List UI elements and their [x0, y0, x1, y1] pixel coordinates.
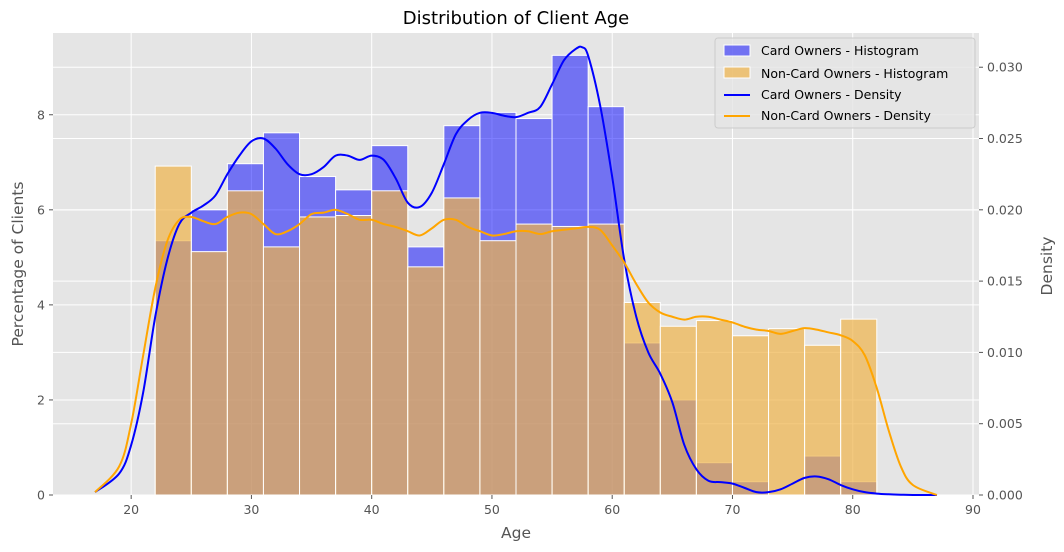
- legend-label-non-card-owners-density: Non-Card Owners - Density: [761, 108, 932, 123]
- y2-axis-ticks: 0.000 0.005 0.010 0.015 0.020 0.025 0.030: [979, 60, 1023, 503]
- legend-label-card-owners-density: Card Owners - Density: [761, 87, 902, 102]
- y-tick-label: 0: [37, 488, 45, 503]
- y2-tick-label: 0.000: [987, 488, 1023, 503]
- histogram-bars: [154, 54, 878, 496]
- y2-tick-label: 0.015: [987, 274, 1023, 289]
- x-tick-label: 50: [484, 502, 500, 517]
- histogram-bar: [335, 215, 373, 496]
- density-lines: [94, 45, 938, 497]
- legend-label-non-card-owners-histogram: Non-Card Owners - Histogram: [761, 66, 948, 81]
- legend-box: [714, 37, 976, 129]
- y2-axis-label: Density: [1038, 237, 1056, 296]
- x-tick-label: 80: [845, 502, 861, 517]
- histogram-bar: [262, 246, 301, 496]
- histogram-bar: [695, 320, 733, 496]
- y2-tick-label: 0.030: [987, 60, 1023, 75]
- y-tick-label: 2: [37, 392, 45, 407]
- legend-swatch-non-card-owners-histogram: [723, 66, 751, 79]
- x-tick-label: 90: [965, 502, 981, 517]
- histogram-bar: [479, 240, 517, 496]
- histogram-bar: [659, 325, 697, 496]
- y2-tick-label: 0.025: [987, 131, 1023, 146]
- histogram-bar: [731, 335, 770, 496]
- histogram-bar: [299, 216, 337, 496]
- density-line: [94, 208, 938, 496]
- y-tick-label: 8: [37, 107, 45, 122]
- histogram-bar: [515, 223, 553, 496]
- x-axis-ticks: 20 30 40 50 60 70 80 90: [123, 495, 981, 517]
- x-axis-label: Age: [501, 524, 531, 542]
- y2-tick-label: 0.020: [987, 202, 1023, 217]
- histogram-bar: [804, 344, 842, 496]
- x-tick-label: 70: [725, 502, 741, 517]
- legend-swatch-card-owners-histogram: [723, 44, 751, 57]
- histogram-bar: [190, 251, 228, 496]
- legend-label-card-owners-histogram: Card Owners - Histogram: [761, 43, 919, 58]
- y2-tick-label: 0.005: [987, 416, 1023, 431]
- x-tick-label: 40: [364, 502, 380, 517]
- y-tick-label: 6: [37, 202, 45, 217]
- histogram-bar: [587, 223, 625, 496]
- histogram-bar: [371, 190, 409, 496]
- histogram-bar: [443, 197, 481, 496]
- density-line: [94, 45, 937, 497]
- y-axis-label: Percentage of Clients: [9, 182, 27, 347]
- y2-tick-label: 0.010: [987, 345, 1023, 360]
- histogram-bar: [551, 225, 589, 496]
- histogram-bar: [623, 302, 661, 496]
- histogram-bar: [768, 328, 806, 496]
- histogram-bar: [154, 165, 192, 496]
- chart-title: Distribution of Client Age: [403, 8, 629, 29]
- y-tick-label: 4: [37, 297, 45, 312]
- histogram-bar: [407, 266, 445, 496]
- x-tick-label: 30: [243, 502, 259, 517]
- histogram-bar: [226, 190, 264, 496]
- histogram-bar: [840, 318, 878, 496]
- legend: Card Owners - Histogram Non-Card Owners …: [714, 37, 976, 129]
- x-tick-label: 60: [604, 502, 620, 517]
- x-tick-label: 20: [123, 502, 139, 517]
- y-axis-ticks: 0 2 4 6 8: [37, 107, 53, 503]
